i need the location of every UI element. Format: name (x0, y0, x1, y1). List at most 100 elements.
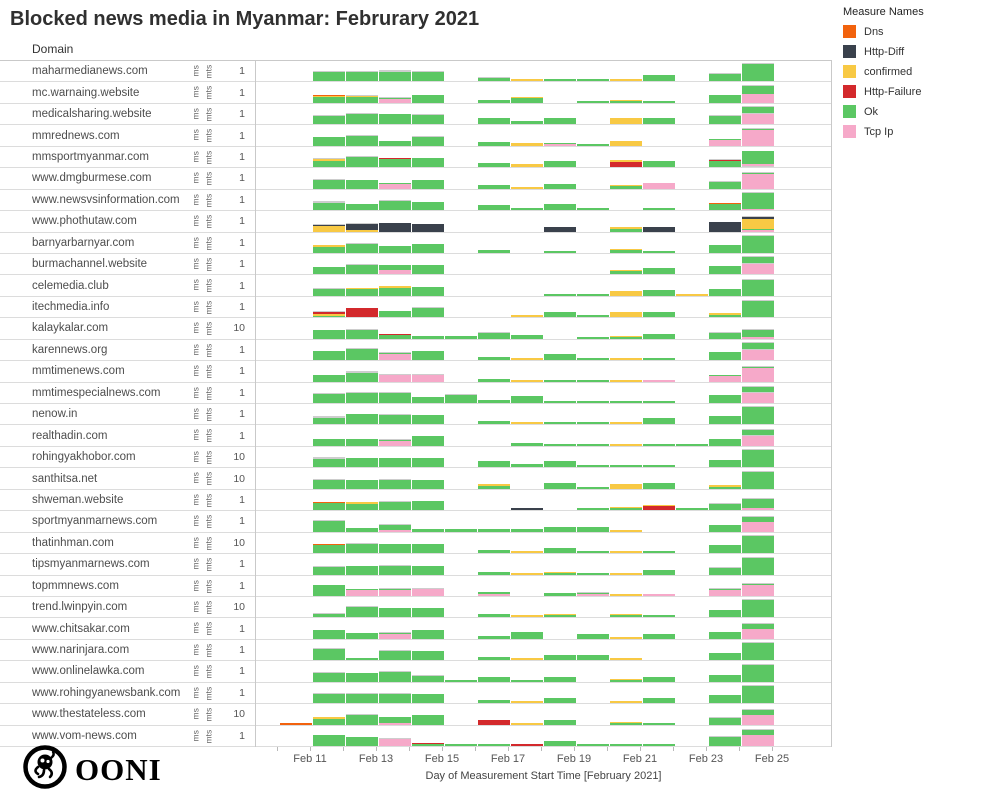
bar-feb-19[interactable] (577, 336, 609, 339)
legend-item-http-diff[interactable]: Http-Diff (843, 45, 999, 58)
legend-item-dns[interactable]: Dns (843, 25, 999, 38)
bar-feb-14[interactable] (412, 674, 444, 682)
bar-feb-18[interactable] (544, 293, 576, 296)
segment-ok[interactable] (346, 114, 378, 125)
segment-ok[interactable] (313, 735, 345, 746)
bar-feb-20[interactable] (610, 701, 642, 704)
segment-http-failure[interactable] (709, 160, 741, 162)
segment-ok[interactable] (412, 335, 444, 339)
segment-other[interactable] (709, 73, 741, 75)
segment-other[interactable] (379, 587, 411, 589)
segment-ok[interactable] (346, 438, 378, 446)
segment-ok[interactable] (544, 312, 576, 318)
bar-feb-14[interactable] (412, 114, 444, 125)
segment-ok[interactable] (412, 565, 444, 575)
segment-confirmed[interactable] (610, 678, 642, 680)
bar-feb-18[interactable] (544, 161, 576, 168)
segment-ok[interactable] (445, 679, 477, 682)
segment-tcp-ip[interactable] (742, 229, 774, 232)
segment-tcp-ip[interactable] (709, 375, 741, 382)
segment-ok[interactable] (511, 631, 543, 639)
segment-ok[interactable] (742, 730, 774, 735)
domain-label[interactable]: barnyarbarnyar.com (32, 236, 135, 249)
segment-ok[interactable] (643, 75, 675, 82)
bar-feb-21[interactable] (643, 250, 675, 253)
bar-feb-12[interactable] (346, 588, 378, 596)
segment-confirmed[interactable] (478, 483, 510, 486)
bar-feb-17[interactable] (511, 315, 543, 318)
bar-feb-11[interactable] (313, 311, 345, 318)
bar-feb-16[interactable] (478, 378, 510, 382)
segment-other[interactable] (742, 708, 774, 710)
bar-feb-21[interactable] (643, 268, 675, 275)
segment-ok[interactable] (577, 508, 609, 511)
segment-ok[interactable] (544, 118, 576, 125)
bar-feb-13[interactable] (379, 631, 411, 639)
segment-ok[interactable] (643, 744, 675, 746)
segment-other[interactable] (313, 565, 345, 567)
bar-feb-19[interactable] (577, 591, 609, 596)
segment-ok[interactable] (544, 461, 576, 468)
segment-ok[interactable] (412, 94, 444, 103)
segment-tcp-ip[interactable] (742, 714, 774, 725)
bar-feb-13[interactable] (379, 438, 411, 446)
bar-feb-23[interactable] (709, 159, 741, 168)
segment-ok[interactable] (544, 592, 576, 596)
bar-feb-14[interactable] (412, 351, 444, 361)
segment-tcp-ip[interactable] (346, 589, 378, 596)
bar-feb-17[interactable] (511, 334, 543, 339)
segment-ok[interactable] (478, 184, 510, 189)
domain-label[interactable]: www.onlinelawka.com (32, 665, 145, 678)
segment-other[interactable] (742, 300, 774, 302)
bar-feb-12[interactable] (346, 414, 378, 425)
bar-feb-20[interactable] (610, 721, 642, 725)
bar-feb-21[interactable] (643, 401, 675, 403)
domain-label[interactable]: sportmyanmarnews.com (32, 515, 158, 528)
segment-ok[interactable] (511, 334, 543, 339)
bar-feb-13[interactable] (379, 373, 411, 382)
bar-feb-18[interactable] (544, 526, 576, 532)
bar-feb-11[interactable] (313, 416, 345, 425)
segment-tcp-ip[interactable] (742, 264, 774, 275)
bar-feb-11[interactable] (313, 457, 345, 468)
domain-label[interactable]: nenow.in (32, 408, 78, 421)
segment-other[interactable] (346, 94, 378, 96)
segment-ok[interactable] (478, 614, 510, 618)
bar-feb-13[interactable] (379, 311, 411, 318)
bar-feb-12[interactable] (346, 672, 378, 682)
domain-label[interactable]: mmrednews.com (32, 129, 120, 142)
segment-other[interactable] (379, 438, 411, 440)
domain-label[interactable]: www.narinjara.com (32, 644, 130, 657)
bar-feb-21[interactable] (643, 208, 675, 211)
bar-feb-14[interactable] (412, 565, 444, 575)
segment-ok[interactable] (313, 649, 345, 661)
segment-tcp-ip[interactable] (742, 129, 774, 146)
segment-ok[interactable] (742, 623, 774, 629)
segment-confirmed[interactable] (709, 484, 741, 487)
bar-feb-11[interactable] (313, 613, 345, 618)
bar-feb-14[interactable] (412, 479, 444, 489)
segment-ok[interactable] (742, 257, 774, 264)
bar-feb-12[interactable] (346, 713, 378, 725)
segment-ok[interactable] (544, 79, 576, 82)
segment-ok[interactable] (742, 516, 774, 522)
bar-feb-18[interactable] (544, 676, 576, 682)
segment-ok[interactable] (478, 657, 510, 661)
bar-feb-17[interactable] (511, 744, 543, 746)
segment-dns[interactable] (280, 722, 312, 725)
bar-feb-24[interactable] (742, 106, 774, 125)
segment-confirmed[interactable] (511, 79, 543, 82)
segment-ok[interactable] (478, 205, 510, 211)
segment-ok[interactable] (709, 486, 741, 489)
bar-feb-12[interactable] (346, 134, 378, 146)
segment-confirmed[interactable] (313, 716, 345, 719)
segment-tcp-ip[interactable] (742, 367, 774, 382)
domain-label[interactable]: www.chitsakar.com (32, 622, 130, 635)
segment-ok[interactable] (379, 72, 411, 82)
segment-ok[interactable] (544, 379, 576, 382)
bar-feb-24[interactable] (742, 192, 774, 211)
segment-ok[interactable] (346, 393, 378, 403)
segment-other[interactable] (379, 738, 411, 739)
bar-feb-11[interactable] (313, 671, 345, 682)
segment-ok[interactable] (742, 228, 774, 230)
